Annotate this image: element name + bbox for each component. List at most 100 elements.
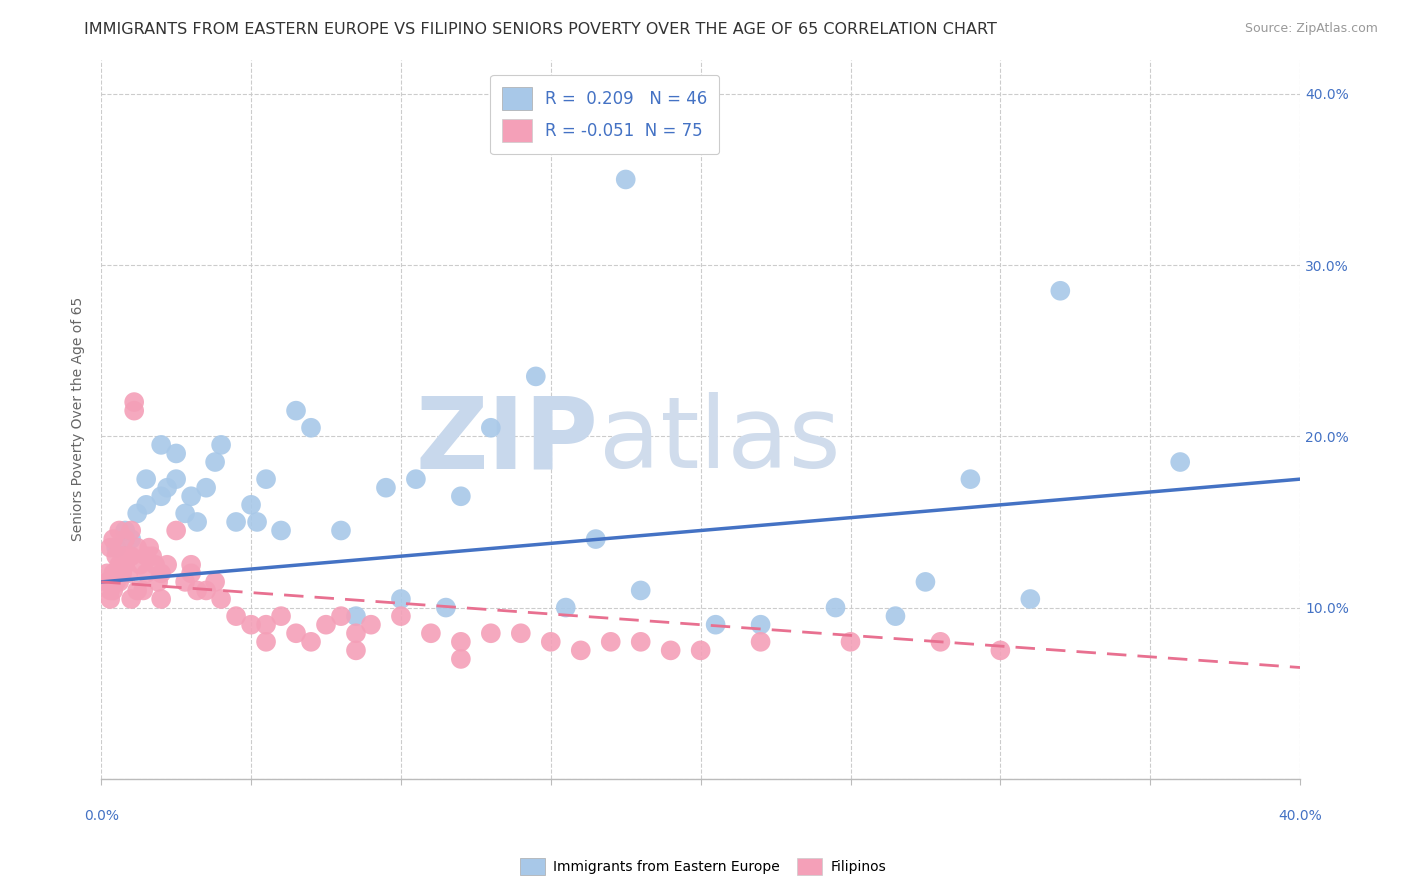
Point [135, 566, 157, 581]
Point [96, 574, 118, 589]
Point [569, 643, 592, 657]
Point [111, 549, 134, 564]
Point [117, 549, 139, 564]
Point [150, 592, 173, 607]
Point [689, 643, 711, 657]
Point [450, 652, 472, 666]
Point [209, 592, 232, 607]
Point [117, 566, 139, 581]
Point [614, 172, 637, 186]
Point [630, 635, 652, 649]
Point [599, 635, 621, 649]
Point [419, 626, 441, 640]
Point [914, 574, 936, 589]
Point [150, 438, 173, 452]
Point [344, 643, 367, 657]
Point [135, 549, 157, 564]
Point [1168, 455, 1191, 469]
Point [479, 626, 502, 640]
Point [120, 524, 142, 538]
Point [330, 609, 353, 624]
Point [111, 566, 134, 581]
Point [630, 583, 652, 598]
Point [105, 566, 128, 581]
Point [186, 583, 208, 598]
Point [156, 481, 179, 495]
Point [254, 635, 277, 649]
Point [180, 558, 202, 572]
Point [540, 635, 562, 649]
Point [127, 541, 149, 555]
Point [143, 558, 166, 572]
Point [254, 472, 277, 486]
Point [204, 574, 226, 589]
Point [225, 609, 247, 624]
Point [405, 472, 427, 486]
Point [114, 549, 136, 564]
Point [659, 643, 682, 657]
Point [1019, 592, 1042, 607]
Point [103, 532, 125, 546]
Point [141, 549, 163, 564]
Point [585, 532, 607, 546]
Point [209, 438, 232, 452]
Point [156, 558, 179, 572]
Text: IMMIGRANTS FROM EASTERN EUROPE VS FILIPINO SENIORS POVERTY OVER THE AGE OF 65 CO: IMMIGRANTS FROM EASTERN EUROPE VS FILIPI… [84, 22, 997, 37]
Point [114, 532, 136, 546]
Point [108, 558, 131, 572]
Point [959, 472, 981, 486]
Point [127, 507, 149, 521]
Point [704, 617, 727, 632]
Point [129, 558, 152, 572]
Point [174, 507, 197, 521]
Y-axis label: Seniors Poverty Over the Age of 65: Seniors Poverty Over the Age of 65 [72, 297, 86, 541]
Point [285, 403, 308, 417]
Point [138, 541, 160, 555]
Point [929, 635, 952, 649]
Point [839, 635, 862, 649]
Text: 0.0%: 0.0% [84, 809, 118, 823]
Point [225, 515, 247, 529]
Point [135, 472, 157, 486]
Point [240, 498, 263, 512]
Point [105, 549, 128, 564]
Point [105, 541, 128, 555]
Point [344, 626, 367, 640]
Point [98, 583, 121, 598]
Point [450, 489, 472, 503]
Point [988, 643, 1011, 657]
Point [360, 617, 382, 632]
Point [195, 583, 218, 598]
Point [186, 515, 208, 529]
Point [108, 524, 131, 538]
Point [150, 489, 173, 503]
Point [450, 635, 472, 649]
Legend: Immigrants from Eastern Europe, Filipinos: Immigrants from Eastern Europe, Filipino… [515, 853, 891, 880]
Point [114, 524, 136, 538]
Point [285, 626, 308, 640]
Point [344, 609, 367, 624]
Point [165, 472, 187, 486]
Point [114, 558, 136, 572]
Point [246, 515, 269, 529]
Point [434, 600, 457, 615]
Text: ZIP: ZIP [416, 392, 599, 490]
Point [299, 635, 322, 649]
Point [254, 617, 277, 632]
Point [122, 395, 145, 409]
Point [108, 574, 131, 589]
Point [299, 421, 322, 435]
Point [389, 609, 412, 624]
Text: Source: ZipAtlas.com: Source: ZipAtlas.com [1244, 22, 1378, 36]
Text: 40.0%: 40.0% [1278, 809, 1322, 823]
Point [96, 566, 118, 581]
Point [103, 566, 125, 581]
Point [165, 524, 187, 538]
Point [120, 549, 142, 564]
Point [122, 403, 145, 417]
Point [315, 617, 337, 632]
Point [127, 583, 149, 598]
Point [120, 592, 142, 607]
Point [146, 574, 169, 589]
Point [120, 532, 142, 546]
